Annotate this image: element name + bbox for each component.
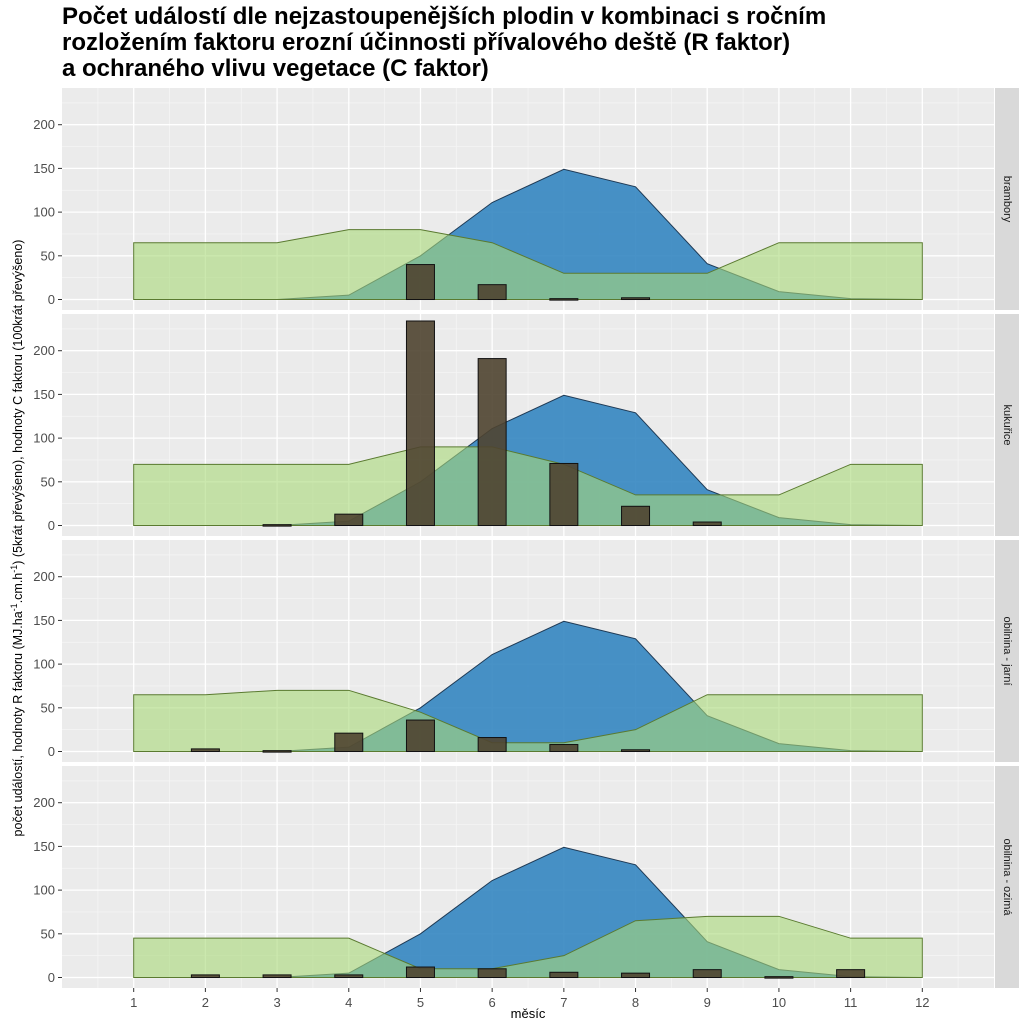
c-factor-area <box>133 229 923 301</box>
y-tick-label: 0 <box>48 518 55 533</box>
y-tick-label: 100 <box>33 205 55 220</box>
y-tick-label: 0 <box>48 970 55 985</box>
facet-panel-3: 0 50 100 150 200 obilnina - jarní <box>33 540 1019 762</box>
event-bar-month-4 <box>334 513 364 527</box>
y-tick-label: 50 <box>41 248 55 263</box>
facet-strip <box>995 314 1019 536</box>
y-axis-label: počet událostí, hodnoty R faktoru (MJ.ha… <box>9 240 25 837</box>
chart-title-line-3: a ochraného vlivu vegetace (C faktor) <box>62 55 489 82</box>
event-bar-month-6 <box>477 358 507 527</box>
facet-strip-label: brambory <box>1001 176 1013 223</box>
y-label-sup-2: -1 <box>9 565 19 573</box>
x-tick-label: 10 <box>772 995 786 1010</box>
event-bar-month-7 <box>549 744 579 753</box>
facet-strip <box>995 766 1019 988</box>
y-tick-label: 100 <box>33 657 55 672</box>
event-bar-month-3 <box>262 524 292 527</box>
y-tick-label: 200 <box>33 569 55 584</box>
event-bar-month-7 <box>549 298 579 301</box>
y-tick-label: 50 <box>41 926 55 941</box>
y-tick-label: 50 <box>41 700 55 715</box>
event-bar-month-9 <box>692 969 722 979</box>
facet-panel-1: 0 50 100 150 200 brambory <box>33 88 1019 310</box>
x-tick-label: 11 <box>844 995 858 1010</box>
event-bar-month-11 <box>836 969 866 979</box>
event-bar-month-3 <box>262 974 292 979</box>
x-tick-label: 3 <box>273 995 280 1010</box>
x-tick-label: 7 <box>560 995 567 1010</box>
event-bar-month-4 <box>334 732 364 753</box>
x-tick-label: 6 <box>489 995 496 1010</box>
facet-strip-label: obilnina - jarní <box>1001 616 1013 685</box>
y-label-mid: .cm.h <box>11 573 25 604</box>
facet-strip-label: obilnina - ozimá <box>1001 838 1013 916</box>
x-tick-label: 5 <box>417 995 424 1010</box>
event-bar-month-8 <box>621 297 651 301</box>
event-bar-month-2 <box>190 974 220 979</box>
x-tick-label: 4 <box>345 995 352 1010</box>
y-tick-label: 150 <box>33 839 55 854</box>
facet-panel-2: 0 50 100 150 200 kukuřice <box>33 314 1019 536</box>
event-bar-month-9 <box>692 521 722 527</box>
y-label-end: ) (5krát převýšeno), hodnoty C faktoru (… <box>11 240 25 565</box>
y-tick-label: 200 <box>33 795 55 810</box>
event-bar-month-5 <box>405 719 435 753</box>
x-tick-label: 9 <box>704 995 711 1010</box>
y-label-main: počet událostí, hodnoty R faktoru (MJ.ha <box>11 611 25 836</box>
event-bar-month-6 <box>477 284 507 301</box>
c-factor-area <box>133 915 923 979</box>
y-tick-label: 200 <box>33 117 55 132</box>
event-bar-month-8 <box>621 505 651 527</box>
y-tick-label: 150 <box>33 161 55 176</box>
event-bar-month-5 <box>405 320 435 527</box>
facet-strip-label: kukuřice <box>1001 405 1013 446</box>
chart-title-line-1: Počet událostí dle nejzastoupenějších pl… <box>62 3 827 30</box>
y-tick-label: 100 <box>33 883 55 898</box>
event-bar-month-6 <box>477 737 507 753</box>
c-factor-area <box>133 689 923 753</box>
event-bar-month-8 <box>621 749 651 753</box>
y-label-sup-1: -1 <box>9 603 19 611</box>
event-bar-month-5 <box>405 966 435 979</box>
event-bar-month-4 <box>334 974 364 979</box>
event-bar-month-6 <box>477 968 507 979</box>
y-tick-label: 0 <box>48 292 55 307</box>
y-tick-label: 150 <box>33 387 55 402</box>
event-bar-month-8 <box>621 972 651 979</box>
event-bar-month-3 <box>262 750 292 753</box>
y-tick-label: 200 <box>33 343 55 358</box>
event-bar-month-10 <box>764 976 794 979</box>
x-tick-label: 8 <box>632 995 639 1010</box>
event-bar-month-2 <box>190 748 220 753</box>
y-tick-label: 100 <box>33 431 55 446</box>
x-tick-label: 1 <box>130 995 137 1010</box>
x-tick-label: 12 <box>915 995 929 1010</box>
event-bar-month-5 <box>405 264 435 301</box>
y-tick-label: 50 <box>41 474 55 489</box>
facet-strip <box>995 88 1019 310</box>
y-tick-label: 0 <box>48 744 55 759</box>
chart-title-line-2: rozložením faktoru erozní účinnosti přív… <box>62 29 791 56</box>
facet-panel-4: 0 50 100 150 200 obilnina - ozimá <box>33 766 1019 988</box>
chart-title: Počet událostí dle nejzastoupenějších pl… <box>62 4 1012 82</box>
event-bar-month-7 <box>549 971 579 979</box>
facet-strip <box>995 540 1019 762</box>
y-tick-label: 150 <box>33 613 55 628</box>
x-axis-label: měsíc <box>511 1006 546 1021</box>
event-bar-month-7 <box>549 462 579 527</box>
x-tick-label: 2 <box>202 995 209 1010</box>
